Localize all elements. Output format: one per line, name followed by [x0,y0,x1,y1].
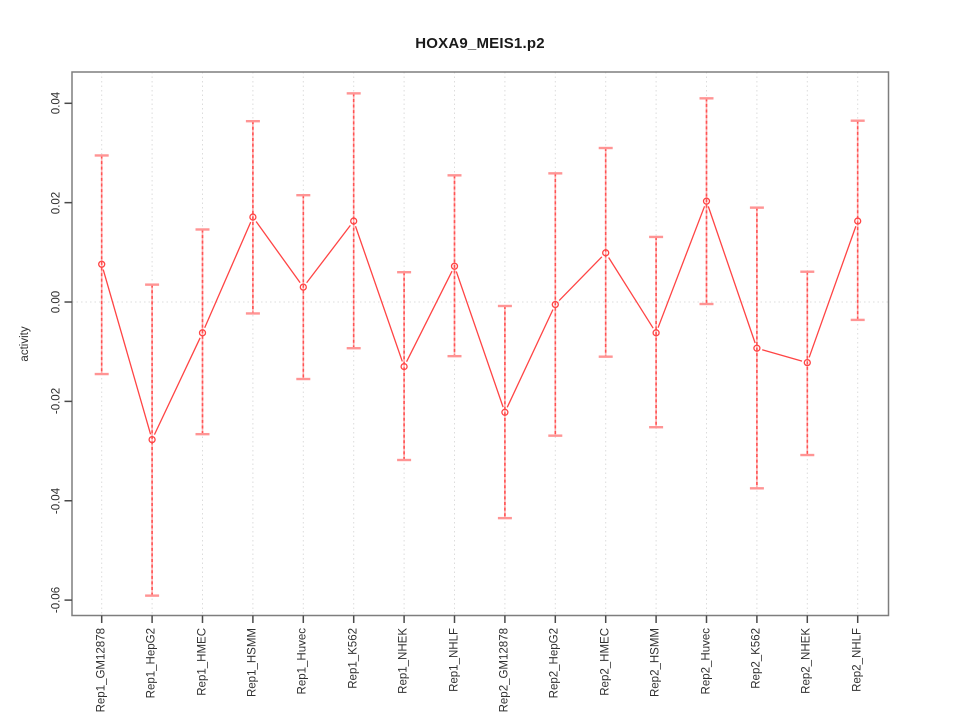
series-segment [707,206,756,344]
y-tick-label: 0.02 [50,191,63,214]
x-tick-label: Rep1_K562 [346,628,359,689]
series-segment [657,206,706,328]
x-tick-label: Rep2_NHEK [800,628,813,694]
x-tick-label: Rep1_Huvec [296,628,309,695]
data-point [652,329,660,337]
data-point [854,217,862,225]
data-point [803,358,811,367]
x-tick-label: Rep1_HepG2 [145,628,158,699]
series-segment [153,337,201,435]
series-segment [306,225,351,284]
x-tick-label: Rep1_GM12878 [94,628,107,713]
series-segment [405,270,453,362]
series-segment [255,221,301,284]
y-tick-label: -0.02 [50,388,63,415]
series-segment [762,349,803,362]
series-segment [808,226,857,358]
data-point [148,435,156,444]
x-tick-label: Rep2_NHLF [850,628,863,692]
x-tick-label: Rep2_HSMM [649,628,662,698]
data-point [400,362,408,371]
data-point [501,408,509,416]
x-tick-label: Rep1_NHLF [447,628,460,692]
data-point [753,344,761,352]
series-segment [102,269,152,435]
data-point [198,329,207,337]
data-point [98,260,106,268]
x-tick-label: Rep1_HMEC [195,628,208,696]
data-point [702,197,711,205]
x-tick-label: Rep2_K562 [750,628,763,689]
data-point [450,262,459,270]
data-point [602,249,610,257]
series-segment [506,309,554,408]
series-segment [354,226,403,362]
data-point [299,283,307,291]
series-segment [204,221,252,329]
y-tick-label: 0.00 [50,290,63,314]
y-tick-label: 0.04 [50,92,63,115]
x-tick-label: Rep2_HepG2 [548,628,561,699]
plot-border [71,71,890,617]
chart-title: HOXA9_MEIS1.p2 [415,35,545,52]
x-tick-label: Rep1_HSMM [246,628,259,698]
data-point [551,300,559,309]
y-tick-label: -0.04 [50,487,63,514]
y-tick-label: -0.06 [50,586,63,614]
series-segment [558,256,603,302]
x-tick-label: Rep2_Huvec [699,628,712,695]
series-segment [455,271,504,408]
x-tick-label: Rep2_GM12878 [498,628,511,713]
data-point [350,217,358,225]
series-segment [608,257,654,329]
x-tick-label: Rep1_NHEK [397,628,410,694]
x-tick-label: Rep2_HMEC [598,628,611,696]
data-point [249,213,257,221]
